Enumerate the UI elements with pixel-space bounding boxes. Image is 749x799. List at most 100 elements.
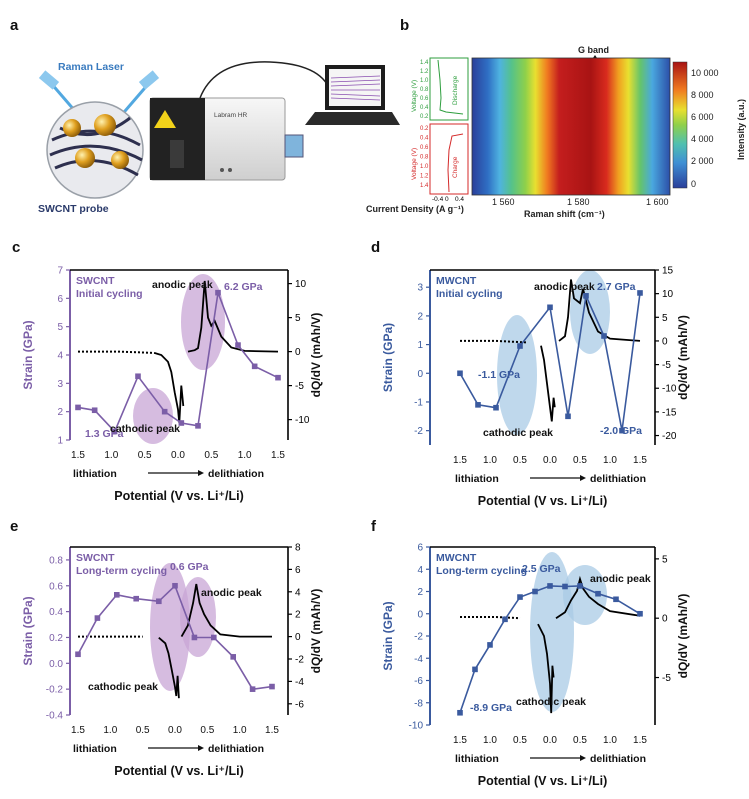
strain-point: [114, 592, 120, 598]
x-tick-label: 1.0: [233, 725, 247, 736]
peak-highlight-b: [563, 565, 607, 625]
arrow-head-icon: [198, 745, 204, 751]
strain-point: [75, 651, 81, 658]
series-name: SWCNT: [76, 275, 115, 287]
x-tick-label: 1.5: [453, 455, 467, 466]
min-strain-annotation: 1.3 GPa: [85, 428, 124, 440]
y2-tick-label: -6: [295, 699, 304, 710]
voltage-tick: 1.0: [420, 78, 429, 84]
x-tick-label: 1.0: [104, 450, 118, 461]
min-strain-annotation-2: -2.0 GPa: [600, 425, 642, 437]
y2-tick-label: 0: [662, 614, 668, 625]
strain-point: [91, 407, 98, 414]
voltage-tick: 0.6: [420, 145, 429, 151]
gold-particle-icon: [111, 151, 129, 169]
y-tick-label: 1: [417, 340, 423, 351]
y2-tick-label: -10: [295, 415, 310, 426]
y2-tick-label: -2: [295, 655, 304, 666]
detector-icon: [284, 134, 304, 158]
y2-tick-label: 0: [295, 347, 301, 358]
x-tick-label: 1.0: [103, 725, 117, 736]
peak-highlight-a: [530, 552, 574, 712]
y2-tick-label: 4: [295, 587, 301, 598]
x-tick-label: 0.5: [204, 450, 218, 461]
y-tick-label: -6: [414, 676, 423, 687]
y-axis-label: Strain (GPa): [381, 323, 395, 392]
current-tick: 0: [445, 196, 449, 203]
dqdv-curve-cathodic: [537, 623, 555, 714]
x-tick-label: 1.0: [603, 455, 617, 466]
y-tick-label: 3: [417, 283, 423, 294]
voltage-label-discharge: Voltage (V): [411, 80, 418, 112]
strain-point: [94, 615, 101, 621]
y2-tick-label: 10: [662, 289, 674, 300]
x-tick-label: 1.5: [265, 725, 279, 736]
delithiation-label: delithiation: [590, 753, 646, 765]
dqdv-curve-cathodic: [540, 345, 556, 422]
y-tick-label: -8: [414, 698, 423, 709]
strain-point: [595, 590, 601, 597]
anodic-peak-annotation: anodic peak: [590, 573, 651, 585]
y-tick-label: -1: [414, 397, 423, 408]
y2-tick-label: 5: [662, 313, 668, 324]
strain-point: [172, 582, 178, 589]
strain-point: [211, 634, 217, 641]
colorbar-tick: 4 000: [691, 134, 714, 144]
peak-highlight-b: [133, 388, 173, 444]
y-tick-label: -10: [409, 721, 424, 732]
max-strain-annotation: 0.6 GPa: [170, 561, 209, 573]
strain-point: [502, 616, 508, 623]
y-tick-label: 1: [57, 436, 63, 447]
dqdv-curve-cathodic: [154, 352, 185, 424]
nanotube-network-icon: [49, 116, 143, 177]
y2-axis-label: dQ/dV (mAh/V): [676, 315, 690, 400]
x-axis-label: Potential (V vs. Li⁺/Li): [114, 489, 244, 503]
voltage-ticks-top: 1.4 1.2 1.0 0.8 0.6 0.4 0.2: [420, 60, 429, 120]
voltage-tick: 1.0: [420, 164, 429, 170]
x-tick-label: 0.0: [171, 450, 185, 461]
strain-point: [75, 404, 81, 411]
strain-point: [135, 373, 141, 380]
x-tick-label: 0.5: [136, 725, 150, 736]
x-tick-label: 1.5: [633, 735, 647, 746]
y-tick-label: 0: [417, 609, 423, 620]
panel-letter-f: f: [371, 518, 377, 535]
dqdv-curve-cathodic-tail: [78, 350, 155, 354]
strain-point: [269, 683, 275, 690]
voltage-tick: 0.2: [420, 126, 429, 132]
cable-icon: [199, 61, 331, 99]
strain-point: [565, 413, 571, 420]
strain-point: [156, 598, 162, 605]
dqdv-curve-cathodic: [158, 637, 180, 699]
panel-letter-b: b: [400, 17, 409, 34]
y-tick-label: 6: [417, 543, 423, 554]
y-tick-label: 6: [57, 294, 63, 305]
arrow-head-icon: [198, 470, 204, 476]
delithiation-label: delithiation: [208, 468, 264, 480]
strain-point: [275, 374, 281, 381]
raman-x-tick: 1 600: [646, 197, 669, 207]
voltage-tick: 1.2: [420, 69, 429, 75]
raman-heatmap: [472, 58, 670, 195]
y-tick-label: -0.4: [46, 711, 64, 722]
lithiation-label: lithiation: [455, 473, 499, 485]
strain-point: [215, 289, 221, 296]
panel-letter-c: c: [12, 239, 20, 256]
cathodic-peak-annotation: cathodic peak: [88, 681, 158, 693]
strain-point: [601, 333, 607, 339]
laptop-plot-icon: [330, 75, 381, 101]
x-tick-label: 0.5: [513, 735, 527, 746]
y-tick-label: 5: [57, 322, 63, 333]
cathodic-peak-annotation: cathodic peak: [516, 696, 586, 708]
x-tick-label: 1.5: [271, 450, 285, 461]
strain-point: [583, 293, 589, 299]
y2-tick-label: -4: [295, 677, 304, 688]
y-tick-label: 4: [417, 565, 423, 576]
voltage-tick: 1.4: [420, 60, 429, 66]
chart-e: 0.8 0.6 0.4 0.2 0.0 -0.2 -0.4 8 6 4 2 0 -2 -4 -6 1.5 1.0…: [21, 543, 323, 779]
y-axis-label: Strain (GPa): [21, 596, 35, 665]
x-tick-label: 1.0: [603, 735, 617, 746]
peak-highlight-a: [181, 274, 225, 370]
panel-letter-a: a: [10, 17, 19, 34]
